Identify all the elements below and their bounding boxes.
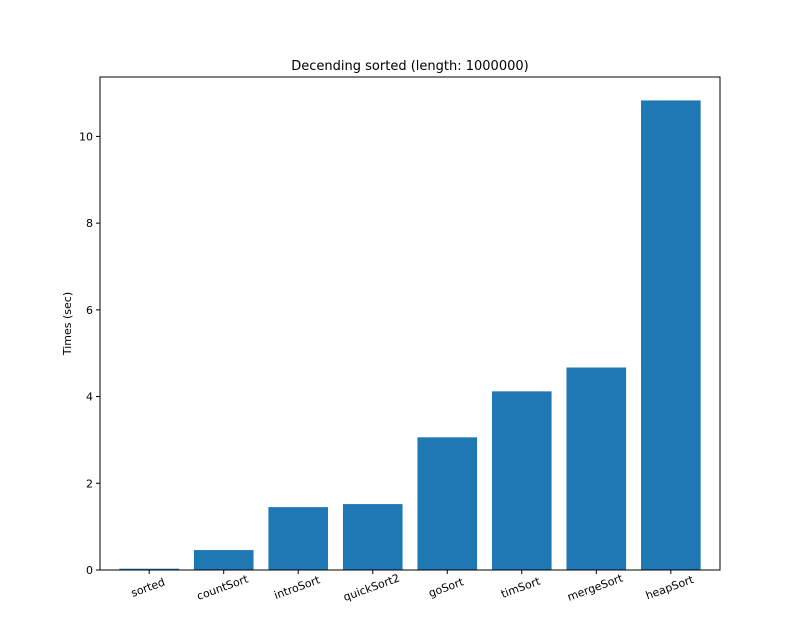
x-tick-label-count-sort: countSort	[195, 572, 250, 603]
y-tick-label-10: 10	[79, 130, 93, 143]
plot-frame	[99, 76, 721, 571]
x-tick-label-intro-sort: introSort	[272, 573, 322, 602]
bar-intro-sort	[268, 507, 329, 570]
y-axis-ticks: 0 2 4 6 8 10	[79, 130, 100, 577]
y-tick-label-0: 0	[86, 564, 93, 577]
x-axis-ticks: sorted countSort introSort quickSort2 goSort…	[129, 570, 696, 604]
x-tick-label-go-sort: goSort	[427, 575, 466, 600]
bar-count-sort	[193, 550, 254, 570]
x-tick-label-quick-sort2: quickSort2	[342, 572, 402, 604]
y-tick-label-2: 2	[86, 477, 93, 490]
y-axis-label: Times (sec)	[61, 292, 74, 356]
bar-heap-sort	[641, 100, 701, 570]
chart-title: Decending sorted (length: 1000000)	[291, 59, 528, 74]
bars-group	[119, 100, 701, 570]
x-tick-label-merge-sort: mergeSort	[566, 571, 626, 603]
x-tick-label-sorted: sorted	[129, 576, 166, 600]
bar-tim-sort	[491, 391, 552, 570]
x-tick-label-tim-sort: timSort	[499, 574, 542, 600]
y-tick-label-6: 6	[86, 304, 93, 317]
y-tick-label-8: 8	[86, 217, 93, 230]
bar-quick-sort2	[342, 504, 403, 570]
bar-sorted	[119, 568, 179, 570]
x-tick-label-heap-sort: heapSort	[644, 573, 696, 603]
y-tick-label-4: 4	[86, 391, 93, 404]
bar-go-sort	[417, 437, 478, 570]
bar-merge-sort	[566, 367, 627, 570]
